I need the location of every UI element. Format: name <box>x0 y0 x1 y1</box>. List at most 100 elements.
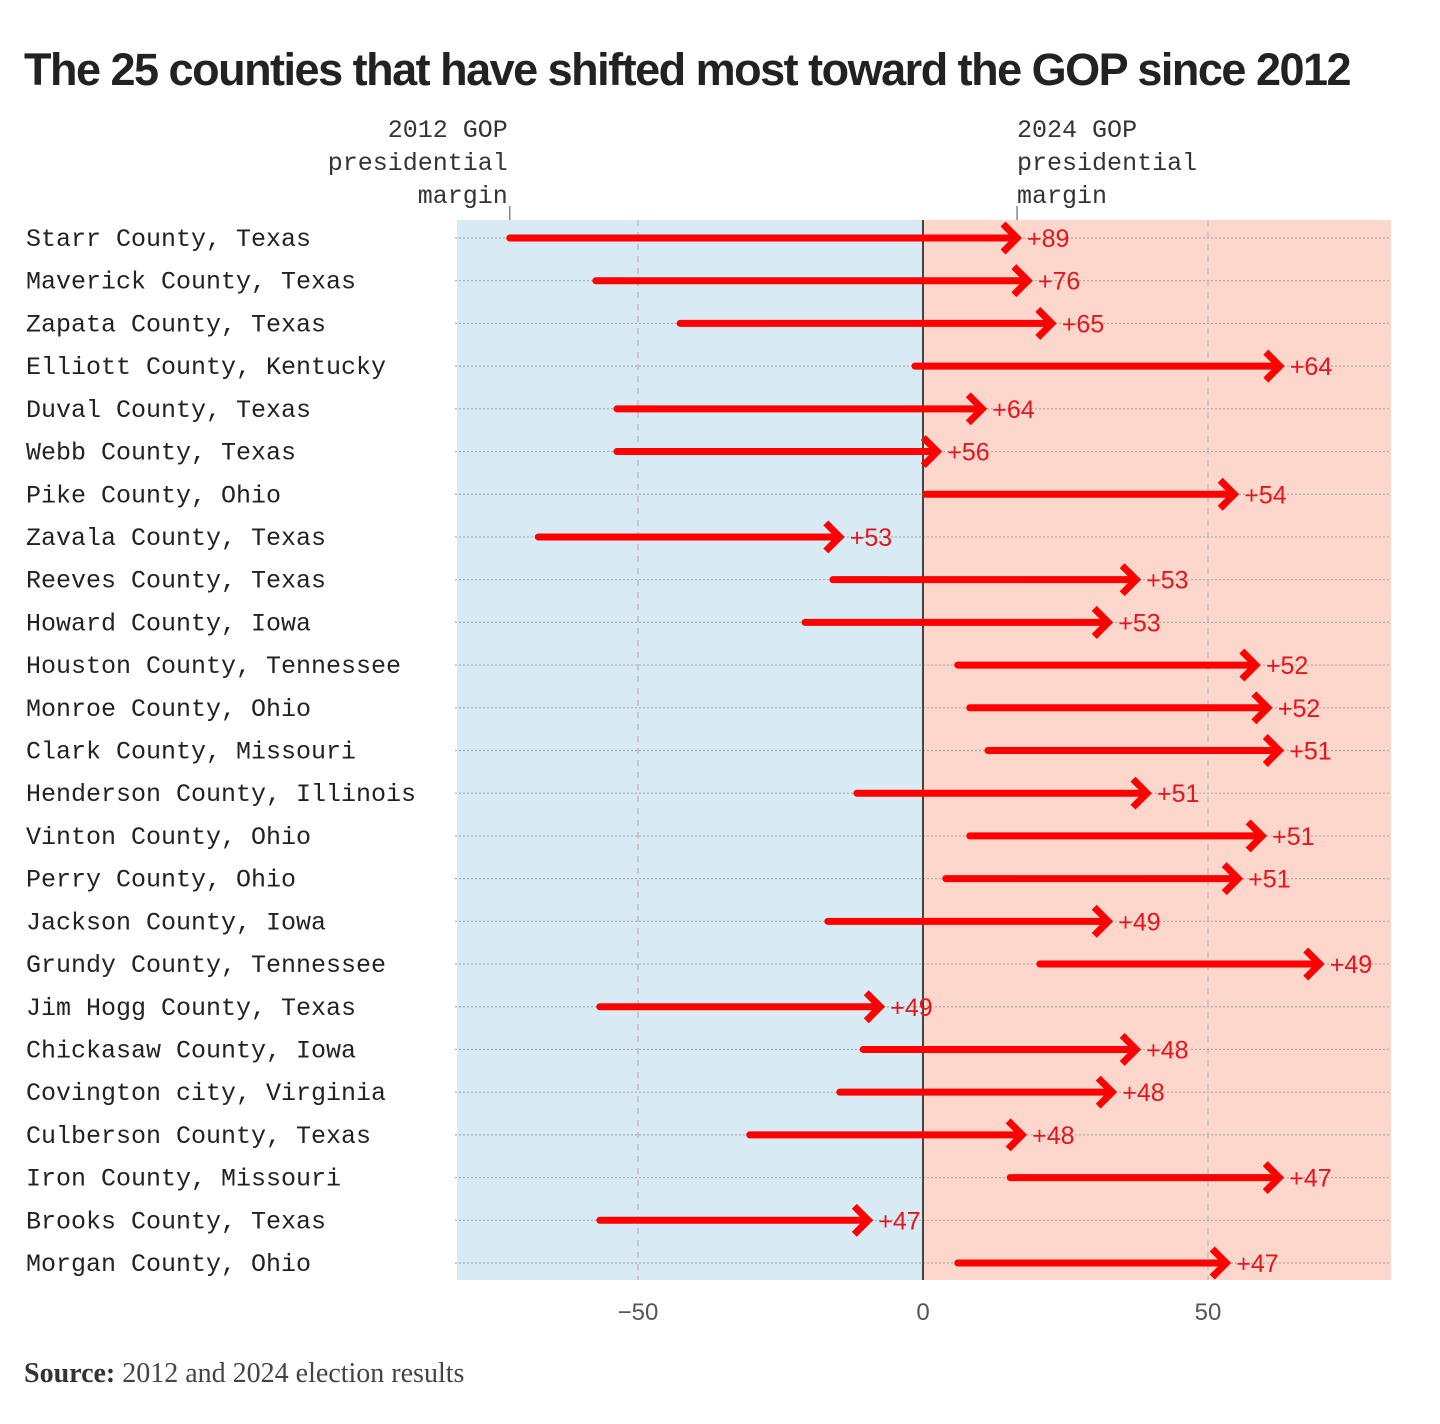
shift-label: +48 <box>1146 1036 1188 1064</box>
county-label: Perry County, Ohio <box>26 866 296 895</box>
county-label: Chickasaw County, Iowa <box>26 1036 356 1065</box>
shift-label: +54 <box>1244 481 1287 509</box>
source-text: 2012 and 2024 election results <box>122 1358 465 1389</box>
county-label: Howard County, Iowa <box>26 609 311 638</box>
county-label: Vinton County, Ohio <box>26 823 311 852</box>
county-label: Houston County, Tennessee <box>26 652 401 681</box>
arrow-head <box>1245 819 1268 853</box>
row: Houston County, Tennessee +52 <box>26 648 1308 682</box>
county-label: Iron County, Missouri <box>26 1165 341 1194</box>
shift-label: +56 <box>947 439 989 467</box>
arrow-head <box>1262 1161 1285 1195</box>
annotation-end-line: 2024 GOP <box>1017 116 1137 145</box>
row: Webb County, Texas +56 <box>26 435 990 469</box>
arrow-head <box>1035 306 1057 340</box>
arrow-head <box>1217 477 1240 511</box>
arrow-head <box>1221 862 1244 896</box>
county-label: Webb County, Texas <box>26 439 296 468</box>
dem-background <box>457 220 923 1280</box>
shift-label: +49 <box>890 994 932 1022</box>
arrow-head <box>1251 691 1273 725</box>
arrow-head <box>1005 1118 1028 1152</box>
arrow-head <box>1119 1032 1142 1066</box>
shift-label: +53 <box>1146 567 1188 595</box>
row: Morgan County, Ohio +47 <box>26 1246 1279 1280</box>
arrow-head <box>920 435 943 469</box>
row: Vinton County, Ohio +51 <box>26 819 1315 853</box>
county-label: Zavala County, Texas <box>26 524 326 553</box>
arrow-head <box>1091 605 1114 639</box>
shift-label: +52 <box>1278 695 1320 723</box>
shift-label: +53 <box>1118 609 1160 637</box>
shift-label: +89 <box>1027 225 1069 253</box>
shift-label: +49 <box>1330 951 1372 979</box>
x-tick-label: 50 <box>1195 1299 1222 1326</box>
row: Culberson County, Texas +48 <box>26 1118 1075 1152</box>
annotation-end-line: margin <box>1017 182 1107 211</box>
shift-label: +65 <box>1062 310 1104 338</box>
annotation-start-line: presidential <box>328 149 508 178</box>
county-label: Pike County, Ohio <box>26 481 281 510</box>
row: Howard County, Iowa +53 <box>26 605 1161 639</box>
county-label: Starr County, Texas <box>26 225 311 254</box>
shift-label: +51 <box>1157 780 1199 808</box>
source-label: Source: <box>24 1358 116 1389</box>
row: Henderson County, Illinois +51 <box>26 776 1199 810</box>
arrow-head <box>1119 563 1142 597</box>
county-label: Henderson County, Illinois <box>26 780 416 809</box>
row: Jackson County, Iowa +49 <box>26 904 1161 938</box>
row: Reeves County, Texas +53 <box>26 563 1189 597</box>
arrow-head <box>863 990 886 1024</box>
arrow-chart: −50 0 50 2012 GOP presidential margin 2024 GOP… <box>26 116 1391 1326</box>
x-tick-label: −50 <box>618 1299 659 1326</box>
annotation-end-line: presidential <box>1017 149 1197 178</box>
shift-label: +51 <box>1272 823 1314 851</box>
shift-label: +47 <box>1289 1165 1331 1193</box>
shift-label: +52 <box>1266 652 1308 680</box>
county-label: Covington city, Virginia <box>26 1079 386 1108</box>
x-tick-label: 0 <box>916 1299 929 1326</box>
row: Elliott County, Kentucky +64 <box>26 349 1333 383</box>
county-label: Zapata County, Texas <box>26 310 326 339</box>
arrow-head <box>1095 1075 1118 1109</box>
row: Duval County, Texas +64 <box>26 392 1035 426</box>
arrow-head <box>1130 776 1152 810</box>
row: Zavala County, Texas +53 <box>26 520 892 554</box>
row: Grundy County, Tennessee +49 <box>26 947 1372 981</box>
arrow-head <box>1239 648 1261 682</box>
county-label: Brooks County, Texas <box>26 1207 326 1236</box>
arrow-head <box>1263 349 1285 383</box>
county-label: Clark County, Missouri <box>26 738 356 767</box>
county-label: Elliott County, Kentucky <box>26 353 386 382</box>
row: Covington city, Virginia +48 <box>26 1075 1165 1109</box>
row: Starr County, Texas +89 <box>26 221 1069 255</box>
county-label: Jim Hogg County, Texas <box>26 994 356 1023</box>
row: Monroe County, Ohio +52 <box>26 691 1320 725</box>
shift-label: +47 <box>878 1207 920 1235</box>
row: Pike County, Ohio +54 <box>26 477 1287 511</box>
shift-label: +64 <box>1290 353 1333 381</box>
row: Iron County, Missouri +47 <box>26 1161 1332 1195</box>
county-label: Duval County, Texas <box>26 396 311 425</box>
source-note: Source: 2012 and 2024 election results <box>24 1358 464 1390</box>
row: Brooks County, Texas +47 <box>26 1203 921 1237</box>
row: Chickasaw County, Iowa +48 <box>26 1032 1189 1066</box>
row: Jim Hogg County, Texas +49 <box>26 990 933 1024</box>
shift-label: +48 <box>1032 1122 1074 1150</box>
arrow-head <box>851 1203 874 1237</box>
shift-label: +48 <box>1122 1079 1164 1107</box>
row: Clark County, Missouri +51 <box>26 734 1332 767</box>
arrow-head <box>965 392 988 426</box>
chart-title: The 25 counties that have shifted most t… <box>24 44 1352 95</box>
annotation-start-line: margin <box>418 182 508 211</box>
shift-label: +64 <box>992 396 1035 424</box>
county-label: Monroe County, Ohio <box>26 695 311 724</box>
shift-label: +53 <box>850 524 892 552</box>
annotation-start-line: 2012 GOP <box>388 116 508 145</box>
shift-label: +51 <box>1289 738 1331 766</box>
county-label: Grundy County, Tennessee <box>26 951 386 980</box>
arrow-head <box>1091 904 1114 938</box>
arrow-head <box>1262 734 1285 767</box>
county-label: Culberson County, Texas <box>26 1122 371 1151</box>
shift-label: +51 <box>1248 866 1290 894</box>
